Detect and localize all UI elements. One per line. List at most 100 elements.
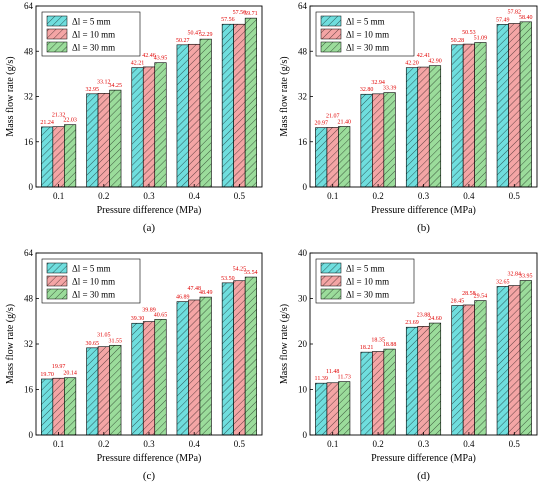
data-label: 11.48 [326, 369, 339, 375]
x-tick-label: 0.5 [509, 439, 521, 449]
x-tick-label: 0.1 [53, 439, 64, 449]
bar-hatch [338, 381, 350, 435]
x-tick-label: 0.3 [143, 191, 155, 201]
legend-label: Δl = 30 mm [72, 290, 115, 300]
y-tick-label: 48 [298, 46, 308, 56]
bar-hatch [245, 18, 257, 187]
x-tick-label: 0.2 [372, 191, 383, 201]
y-tick-label: 32 [298, 92, 307, 102]
data-label: 53.50 [221, 276, 235, 282]
bar-hatch [520, 280, 532, 435]
data-label: 42.41 [417, 53, 431, 59]
y-tick-label: 16 [298, 137, 308, 147]
data-label: 19.97 [52, 364, 66, 370]
legend-label: Δl = 10 mm [72, 277, 115, 287]
legend-label: Δl = 30 mm [346, 290, 389, 300]
data-label: 11.39 [315, 376, 328, 382]
chart-panel: 20.97 32.80 42.20 50.28 57.49 21.07 32.94 42.41… [279, 1, 538, 234]
legend-swatch-hatch [321, 42, 341, 52]
legend-swatch-hatch [321, 276, 341, 286]
bar-hatch [463, 44, 475, 187]
bar-hatch [41, 126, 53, 187]
bar-hatch [463, 304, 475, 435]
y-axis-title: Mass flow rate (g/s) [5, 56, 16, 136]
x-tick-label: 0.1 [327, 191, 338, 201]
data-label: 40.65 [154, 312, 168, 318]
y-tick-label: 0 [303, 182, 308, 192]
bar-hatch [199, 297, 212, 435]
chart-panel: 11.39 18.21 23.69 28.45 32.65 11.48 18.35 23.88… [279, 248, 538, 482]
y-axis-title: Mass flow rate (g/s) [279, 56, 290, 136]
y-tick-label: 20 [298, 339, 308, 349]
legend-swatch-hatch [321, 289, 341, 299]
data-label: 21.24 [40, 120, 54, 126]
y-tick-label: 0 [29, 182, 34, 192]
data-label: 54.25 [233, 267, 247, 273]
x-axis-title: Pressure difference (MPa) [97, 453, 202, 464]
data-label: 51.09 [474, 36, 488, 42]
panel-label: (c) [143, 470, 156, 482]
x-tick-label: 0.4 [189, 191, 201, 201]
bar-hatch [315, 127, 327, 187]
y-tick-label: 16 [24, 137, 34, 147]
legend-label: Δl = 30 mm [346, 43, 389, 53]
legend-label: Δl = 5 mm [72, 264, 111, 274]
legend-label: Δl = 10 mm [346, 277, 389, 287]
data-label: 50.27 [176, 38, 190, 44]
data-label: 22.03 [63, 118, 77, 124]
bar-hatch [451, 305, 464, 435]
data-label: 39.30 [131, 316, 145, 322]
bar-hatch [338, 126, 350, 187]
x-tick-label: 0.4 [463, 439, 475, 449]
data-label: 18.88 [383, 342, 397, 348]
bar-hatch [508, 23, 521, 187]
x-tick-label: 0.1 [53, 191, 64, 201]
bar-hatch [383, 349, 396, 435]
data-label: 23.69 [405, 320, 419, 326]
data-label: 31.55 [109, 338, 123, 344]
data-label: 50.47 [187, 30, 201, 36]
x-tick-label: 0.5 [234, 439, 246, 449]
chart-panel: 19.70 30.65 39.30 46.89 53.50 19.97 31.05 39.89… [5, 248, 263, 482]
bar-hatch [64, 124, 76, 187]
x-axis-title: Pressure difference (MPa) [371, 205, 476, 216]
data-label: 20.97 [314, 121, 328, 127]
bar-hatch [64, 377, 76, 435]
bar-hatch [326, 127, 339, 187]
data-label: 28.58 [462, 291, 476, 297]
data-label: 23.88 [417, 312, 431, 318]
bar-hatch [245, 277, 257, 435]
data-label: 43.95 [154, 56, 168, 62]
y-tick-label: 30 [298, 294, 308, 304]
bar-hatch [154, 62, 167, 188]
data-label: 42.90 [428, 59, 442, 65]
bar-hatch [131, 323, 144, 435]
data-label: 19.70 [40, 372, 54, 378]
bar-hatch [86, 347, 99, 435]
x-axis-title: Pressure difference (MPa) [97, 205, 202, 216]
bar-hatch [497, 24, 509, 188]
data-label: 47.48 [187, 286, 201, 292]
bar-hatch [383, 92, 396, 187]
data-label: 18.35 [371, 338, 385, 344]
bar-hatch [176, 301, 189, 435]
bar-hatch [233, 24, 246, 188]
data-label: 30.65 [86, 341, 100, 347]
data-label: 32.84 [508, 272, 522, 278]
data-label: 20.14 [63, 371, 77, 377]
bar-hatch [520, 21, 532, 188]
data-label: 32.65 [496, 279, 510, 285]
legend-label: Δl = 10 mm [72, 30, 115, 40]
bar-hatch [417, 326, 430, 435]
bar-hatch [474, 300, 487, 435]
x-tick-label: 0.4 [463, 191, 475, 201]
legend-label: Δl = 5 mm [72, 17, 111, 27]
legend-label: Δl = 5 mm [346, 264, 385, 274]
y-tick-label: 48 [24, 294, 34, 304]
data-label: 21.32 [52, 113, 66, 119]
legend-swatch-hatch [321, 29, 341, 39]
panel-label: (b) [417, 222, 430, 234]
y-tick-label: 64 [298, 1, 308, 11]
bar-hatch [131, 67, 144, 187]
data-label: 42.46 [142, 53, 156, 59]
